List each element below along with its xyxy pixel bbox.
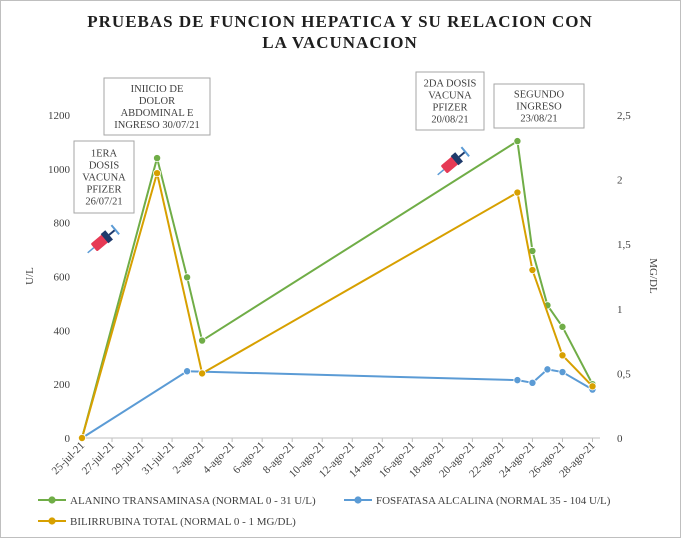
annotation-box <box>73 140 135 214</box>
legend-label: ALANINO TRANSAMINASA (NORMAL 0 - 31 U/L) <box>70 495 316 507</box>
annotation-text: ABDOMINAL E <box>121 108 194 119</box>
y2-tick-label: 1 <box>617 304 623 316</box>
y2-tick-label: 2 <box>617 175 623 187</box>
legend-label: BILIRRUBINA TOTAL (NORMAL 0 - 1 MG/DL) <box>70 516 296 528</box>
annotation-text: PFIZER <box>86 185 121 196</box>
annotation-text: 23/08/21 <box>520 114 557 125</box>
annotation-text: VACUNA <box>82 173 126 184</box>
data-point <box>183 273 192 282</box>
annotation-text: PFIZER <box>432 103 467 114</box>
data-point <box>513 188 522 197</box>
series-line-3 <box>81 172 594 439</box>
syringe-plunger <box>458 150 466 158</box>
syringe-grip <box>450 152 463 166</box>
syringe-grip <box>100 230 113 244</box>
syringe-plunger-head <box>460 146 470 157</box>
data-point <box>153 169 162 178</box>
series-line-1 <box>81 140 594 439</box>
y-tick-label: 1200 <box>48 110 71 122</box>
y2-tick-label: 2,5 <box>617 110 631 122</box>
y-tick-label: 400 <box>54 325 71 337</box>
data-point <box>183 367 192 376</box>
data-point <box>528 378 537 387</box>
legend-entry-2: FOSFATASA ALCALINA (NORMAL 35 - 104 U/L) <box>344 495 611 507</box>
legend-label: FOSFATASA ALCALINA (NORMAL 35 - 104 U/L) <box>376 495 611 507</box>
annotation-text: VACUNA <box>428 91 472 102</box>
y-tick-label: 800 <box>54 218 71 230</box>
annotation-box <box>415 71 485 131</box>
x-tick-label: 6-ago-21 <box>231 440 268 477</box>
y-tick-label: 200 <box>54 379 71 391</box>
data-point <box>528 266 537 275</box>
data-point <box>588 382 597 391</box>
legend-swatch-marker <box>48 517 56 525</box>
data-point <box>513 137 522 146</box>
x-tick-label: 2-ago-21 <box>171 440 208 477</box>
legend-swatch-marker <box>354 496 362 504</box>
syringe-plunger-head <box>110 224 120 235</box>
data-point <box>198 369 207 378</box>
y2-tick-label: 1,5 <box>617 239 631 251</box>
annotation-text: SEGUNDO <box>514 90 565 101</box>
annotation-text: DOLOR <box>139 96 175 107</box>
data-point <box>78 433 87 442</box>
y-tick-label: 600 <box>54 272 71 284</box>
y2-axis-label: MG/DL <box>647 258 659 294</box>
annotation-text: 26/07/21 <box>85 197 122 208</box>
annotation-box <box>493 83 585 129</box>
annotation-text: 20/08/21 <box>431 115 468 126</box>
data-point <box>558 322 567 331</box>
syringe-icon <box>87 224 120 254</box>
data-point <box>153 154 162 163</box>
x-tick-label: 31-jul-21 <box>140 440 177 477</box>
annotation-text: INGRESO 30/07/21 <box>114 120 199 131</box>
legend-entry-1: ALANINO TRANSAMINASA (NORMAL 0 - 31 U/L) <box>38 495 316 507</box>
y2-tick-label: 0 <box>617 433 623 445</box>
syringe-icon <box>437 146 470 176</box>
chart-title-line-1: PRUEBAS DE FUNCION HEPATICA Y SU RELACIO… <box>87 12 592 31</box>
syringe-needle <box>437 169 445 176</box>
y2-tick-label: 0,5 <box>617 368 631 380</box>
data-point <box>513 376 522 385</box>
annotation-text: INIICIO DE <box>131 84 184 95</box>
data-point <box>558 351 567 360</box>
annotation-box <box>103 77 211 136</box>
legend: ALANINO TRANSAMINASA (NORMAL 0 - 31 U/L)… <box>38 495 611 528</box>
data-point <box>543 365 552 374</box>
legend-swatch-marker <box>48 496 56 504</box>
annotation-text: DOSIS <box>89 161 120 172</box>
data-point <box>558 368 567 377</box>
syringe-plunger <box>108 228 116 236</box>
syringe-needle <box>87 247 95 254</box>
series-layer <box>78 137 597 442</box>
x-tick-label: 4-ago-21 <box>201 440 238 477</box>
legend-entry-3: BILIRRUBINA TOTAL (NORMAL 0 - 1 MG/DL) <box>38 516 296 528</box>
y-tick-label: 0 <box>65 433 71 445</box>
y-axis-label: U/L <box>24 267 36 285</box>
annotation-text: 2DA DOSIS <box>424 79 477 90</box>
data-point <box>198 336 207 345</box>
annotation-text: INGRESO <box>516 102 562 113</box>
annotation-text: 1ERA <box>91 149 118 160</box>
y-tick-label: 1000 <box>48 164 71 176</box>
chart-title-line-2: LA VACUNACION <box>262 33 417 52</box>
